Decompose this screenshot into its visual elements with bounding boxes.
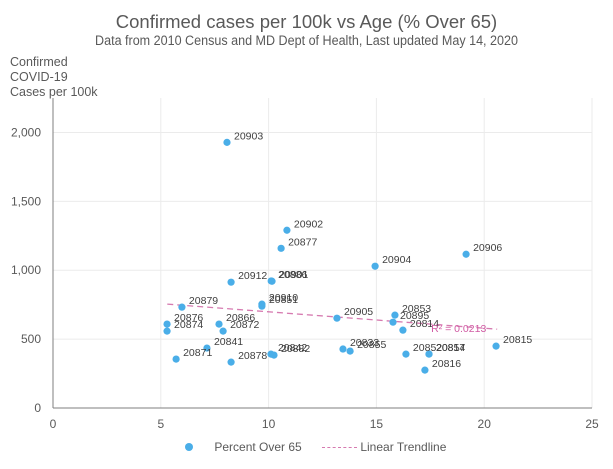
data-point — [333, 314, 341, 322]
data-point-label: 20902 — [294, 218, 323, 230]
trendline-group — [167, 303, 498, 330]
y-axis-label-line: COVID-19 — [10, 70, 68, 84]
y-tick-label: 1,500 — [11, 194, 41, 208]
data-point-label: 20886 — [278, 269, 307, 281]
data-point — [389, 318, 397, 326]
legend-dot-icon — [185, 443, 193, 451]
data-point — [223, 138, 231, 146]
data-point-label: 20872 — [230, 319, 259, 331]
data-point-label: 20817 — [436, 342, 465, 354]
tick-labels: 0 5 10 15 20 25 0 500 1,000 1,500 2,000 — [11, 125, 599, 431]
data-point — [277, 244, 285, 252]
data-point — [227, 358, 235, 366]
data-point-label: 20851 — [269, 294, 298, 306]
chart-title: Confirmed cases per 100k vs Age (% Over … — [115, 11, 498, 32]
legend-dash-icon — [322, 447, 357, 449]
data-point-label: 20904 — [382, 254, 411, 266]
data-point-label: 20905 — [344, 306, 373, 318]
data-point-label: 20876 — [174, 312, 203, 324]
data-point-label: 20878 — [238, 350, 267, 362]
data-point-label: 20855 — [357, 339, 386, 351]
legend-label: Percent Over 65 — [214, 440, 302, 454]
data-point-label: 20901 — [279, 269, 308, 281]
data-point — [283, 226, 291, 234]
x-tick-label: 0 — [50, 417, 57, 431]
data-point-label: 20833 — [350, 337, 379, 349]
data-point — [219, 327, 227, 335]
data-point — [462, 250, 470, 258]
data-point-label: 20816 — [432, 358, 461, 370]
data-point — [178, 303, 186, 311]
legend-item-points: Percent Over 65 — [185, 440, 302, 454]
data-point-label: 20842 — [278, 342, 307, 354]
data-point — [339, 345, 347, 353]
chart-subtitle: Data from 2010 Census and MD Dept of Hea… — [95, 33, 518, 48]
data-point — [346, 347, 354, 355]
data-point-label: 20879 — [189, 295, 218, 307]
x-tick-label: 5 — [157, 417, 164, 431]
data-point-label: 20906 — [473, 242, 502, 254]
data-point — [163, 320, 171, 328]
data-point-label: 20874 — [174, 319, 203, 331]
data-point-label: 20866 — [226, 312, 255, 324]
x-tick-label: 25 — [585, 417, 599, 431]
data-point — [399, 326, 407, 334]
data-point — [421, 366, 429, 374]
r-squared-label: R² = 0.0213 — [431, 323, 486, 335]
data-point-label: 20852 — [413, 342, 442, 354]
x-tick-label: 10 — [262, 417, 276, 431]
axes — [52, 98, 592, 409]
data-point — [391, 311, 399, 319]
y-axis-label-line: Cases per 100k — [10, 85, 98, 99]
data-point — [215, 320, 223, 328]
data-point — [371, 262, 379, 270]
data-point-label: 20853 — [402, 303, 431, 315]
data-point-label: 20882 — [281, 343, 310, 355]
data-point — [402, 350, 410, 358]
data-point — [227, 278, 235, 286]
legend-label: Linear Trendline — [360, 440, 447, 454]
y-tick-label: 0 — [34, 401, 41, 415]
y-tick-label: 2,000 — [11, 125, 41, 139]
y-tick-label: 500 — [21, 332, 41, 346]
data-point — [203, 344, 211, 352]
gridlines — [53, 98, 593, 408]
y-axis-label-line: Confirmed — [10, 55, 68, 69]
data-point — [258, 302, 266, 310]
data-point — [172, 355, 180, 363]
data-point — [163, 327, 171, 335]
data-point — [492, 342, 500, 350]
data-labels: 20903 20902 20877 20906 20904 20886 20912 20901… — [174, 130, 532, 370]
data-point — [425, 350, 433, 358]
data-point-label: 20854 — [436, 342, 465, 354]
data-point-label: 20815 — [503, 334, 532, 346]
x-tick-label: 15 — [370, 417, 384, 431]
y-tick-label: 1,000 — [11, 263, 41, 277]
data-point-label: 20877 — [288, 236, 317, 248]
legend-item-trendline: Linear Trendline — [322, 440, 446, 454]
data-point-label: 20903 — [234, 130, 263, 142]
data-point-label: 20895 — [400, 310, 429, 322]
data-point-label: 20841 — [214, 336, 243, 348]
data-point-label: 20912 — [238, 270, 267, 282]
data-point-label: 20871 — [183, 347, 212, 359]
trendline — [167, 303, 498, 330]
y-axis-label: Confirmed COVID-19 Cases per 100k — [10, 55, 98, 100]
data-point — [268, 277, 276, 285]
data-point — [270, 351, 278, 359]
x-tick-label: 20 — [478, 417, 492, 431]
data-points — [163, 138, 500, 374]
data-point-label: 20910 — [269, 292, 298, 304]
data-point-label: 20814 — [410, 318, 439, 330]
